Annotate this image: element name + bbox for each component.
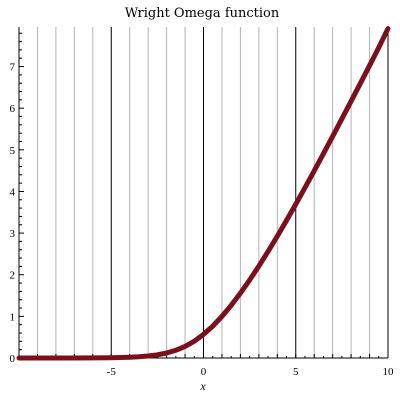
y-tick-label: 5 bbox=[10, 145, 16, 157]
y-tick-label: 6 bbox=[10, 103, 16, 115]
tick-labels: 0 1 2 3 4 5 6 7 -5 0 5 10 bbox=[10, 62, 395, 378]
x-axis-label: x bbox=[199, 379, 206, 393]
chart-title: Wright Omega function bbox=[125, 6, 280, 21]
y-tick-label: 7 bbox=[10, 62, 16, 74]
y-tick-label: 1 bbox=[10, 311, 16, 323]
x-tick-label: 0 bbox=[201, 366, 207, 378]
grid-lines bbox=[36, 27, 389, 358]
x-tick-label: -5 bbox=[107, 366, 117, 378]
x-tick-label: 5 bbox=[293, 366, 299, 378]
y-tick-label: 3 bbox=[10, 228, 16, 240]
y-tick-label: 0 bbox=[10, 353, 16, 365]
data-line bbox=[16, 26, 391, 361]
x-tick-label: 10 bbox=[383, 366, 395, 378]
y-tick-label: 2 bbox=[10, 270, 16, 282]
series-layer bbox=[16, 26, 391, 361]
y-tick-label: 4 bbox=[10, 186, 16, 198]
